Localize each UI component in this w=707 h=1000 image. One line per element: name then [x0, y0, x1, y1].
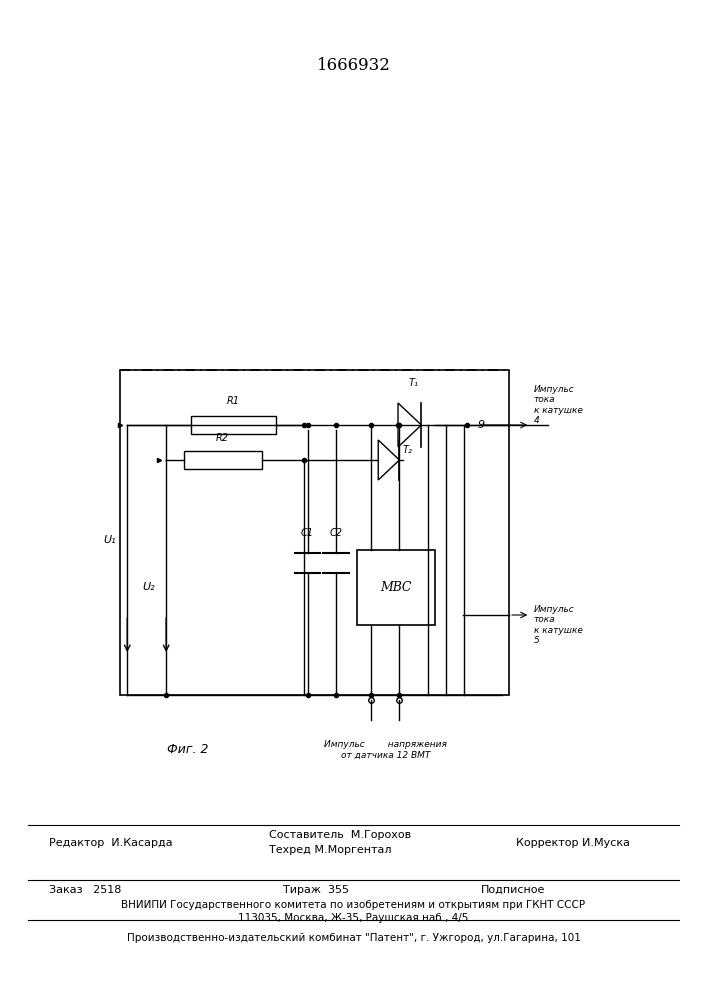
- Text: Производственно-издательский комбинат "Патент", г. Ужгород, ул.Гагарина, 101: Производственно-издательский комбинат "П…: [127, 933, 580, 943]
- Text: Заказ   2518: Заказ 2518: [49, 885, 122, 895]
- Text: Импульс        напряжения
от датчика 12 ВМТ: Импульс напряжения от датчика 12 ВМТ: [324, 740, 447, 759]
- Text: C2: C2: [329, 528, 342, 538]
- Text: C1: C1: [301, 528, 314, 538]
- Text: Корректор И.Муска: Корректор И.Муска: [516, 838, 630, 848]
- Text: T₁: T₁: [409, 378, 419, 388]
- Text: 9: 9: [477, 420, 484, 430]
- Bar: [357, 550, 435, 625]
- Text: Составитель  М.Горохов: Составитель М.Горохов: [269, 830, 411, 840]
- Text: Импульс
тока
к катушке
4: Импульс тока к катушке 4: [534, 385, 583, 425]
- Text: 1666932: 1666932: [317, 56, 390, 74]
- Bar: [191, 416, 276, 434]
- Text: R2: R2: [216, 433, 229, 443]
- Text: Подписное: Подписное: [481, 885, 545, 895]
- Text: U₂: U₂: [142, 582, 155, 592]
- Text: Импульс
тока
к катушке
5: Импульс тока к катушке 5: [534, 605, 583, 645]
- Bar: [184, 451, 262, 469]
- Text: R1: R1: [227, 396, 240, 406]
- Text: Редактор  И.Касарда: Редактор И.Касарда: [49, 838, 173, 848]
- Text: 113035, Москва, Ж-35, Раушская наб., 4/5: 113035, Москва, Ж-35, Раушская наб., 4/5: [238, 913, 469, 923]
- Text: Техред М.Моргентал: Техред М.Моргентал: [269, 845, 391, 855]
- Text: Тираж  355: Тираж 355: [283, 885, 349, 895]
- Text: Фиг. 2: Фиг. 2: [167, 743, 208, 756]
- Text: ВНИИПИ Государственного комитета по изобретениям и открытиям при ГКНТ СССР: ВНИИПИ Государственного комитета по изоб…: [122, 900, 585, 910]
- Bar: [120, 370, 509, 695]
- Text: U₁: U₁: [103, 535, 116, 545]
- Text: T₂: T₂: [403, 445, 413, 455]
- Text: МВС: МВС: [380, 581, 411, 594]
